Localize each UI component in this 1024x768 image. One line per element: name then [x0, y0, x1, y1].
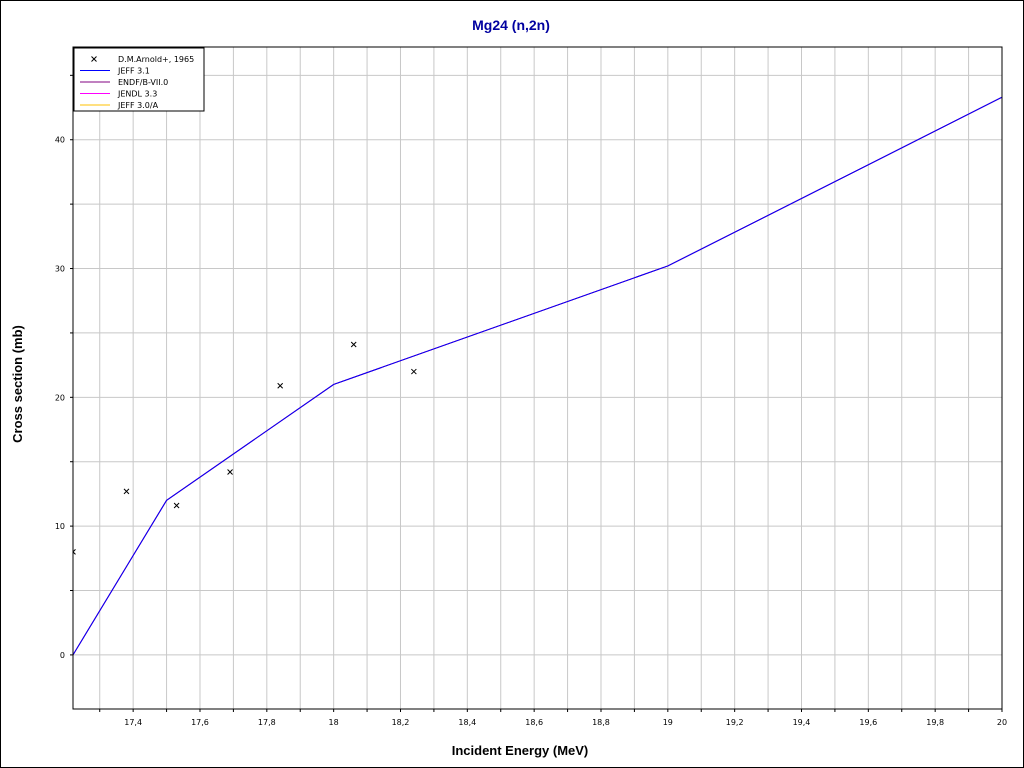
- series-line: [73, 96, 1002, 656]
- legend-marker-scatter: [91, 56, 97, 62]
- x-tick-label: 17,4: [124, 718, 142, 727]
- x-tick-label: 19,8: [926, 718, 944, 727]
- x-tick-label: 18,4: [458, 718, 476, 727]
- axis-layer: 17,4 17,6 17,8 18 18,2 18,4 18,6 18,8 19 19,2 19,4…: [55, 46, 1007, 727]
- grid-layer: [73, 47, 1003, 709]
- x-tick-label: 17,6: [191, 718, 209, 727]
- data-point: [227, 469, 233, 475]
- x-tick-label: 18: [329, 718, 339, 727]
- legend-label: D.M.Arnold+, 1965: [118, 55, 194, 64]
- x-tick-label: 19,2: [726, 718, 744, 727]
- y-tick-label: 40: [55, 136, 65, 145]
- plot-area: [73, 96, 1002, 656]
- data-point: [411, 368, 417, 375]
- data-point: [277, 382, 284, 389]
- y-tick-label: 20: [55, 393, 65, 402]
- plot-border: [72, 46, 1003, 710]
- x-axis-title: Incident Energy (MeV): [452, 743, 589, 758]
- series-line: [73, 96, 1002, 656]
- x-tick-label: 18,6: [525, 718, 543, 727]
- x-tick-label: 19: [663, 718, 673, 727]
- legend-box: [73, 47, 205, 112]
- legend-label: JEFF 3.0/A: [117, 101, 159, 110]
- data-point: [123, 488, 130, 495]
- y-axis-title: Cross section (mb): [10, 325, 25, 443]
- x-tick-label: 20: [997, 718, 1007, 727]
- legend-label: JEFF 3.1: [117, 67, 150, 76]
- y-tick-label: 10: [55, 522, 65, 531]
- series-line: [73, 96, 1002, 656]
- x-tick-label: 18,8: [592, 718, 610, 727]
- data-point: [350, 341, 357, 348]
- x-tick-label: 19,4: [793, 718, 811, 727]
- data-point: [173, 502, 180, 509]
- chart-title: Mg24 (n,2n): [472, 17, 550, 33]
- x-tick-label: 17,8: [258, 718, 276, 727]
- series-line: [73, 96, 1002, 656]
- legend-label: JENDL 3.3: [117, 90, 157, 99]
- legend-label: ENDF/B-VII.0: [118, 78, 168, 87]
- y-tick-label: 0: [60, 651, 65, 660]
- data-point: [73, 549, 76, 555]
- y-tick-label: 30: [55, 265, 65, 274]
- x-tick-label: 18,2: [392, 718, 410, 727]
- x-tick-label: 19,6: [859, 718, 877, 727]
- legend: D.M.Arnold+, 1965 JEFF 3.1 ENDF/B-VII.0 JEN…: [73, 47, 205, 112]
